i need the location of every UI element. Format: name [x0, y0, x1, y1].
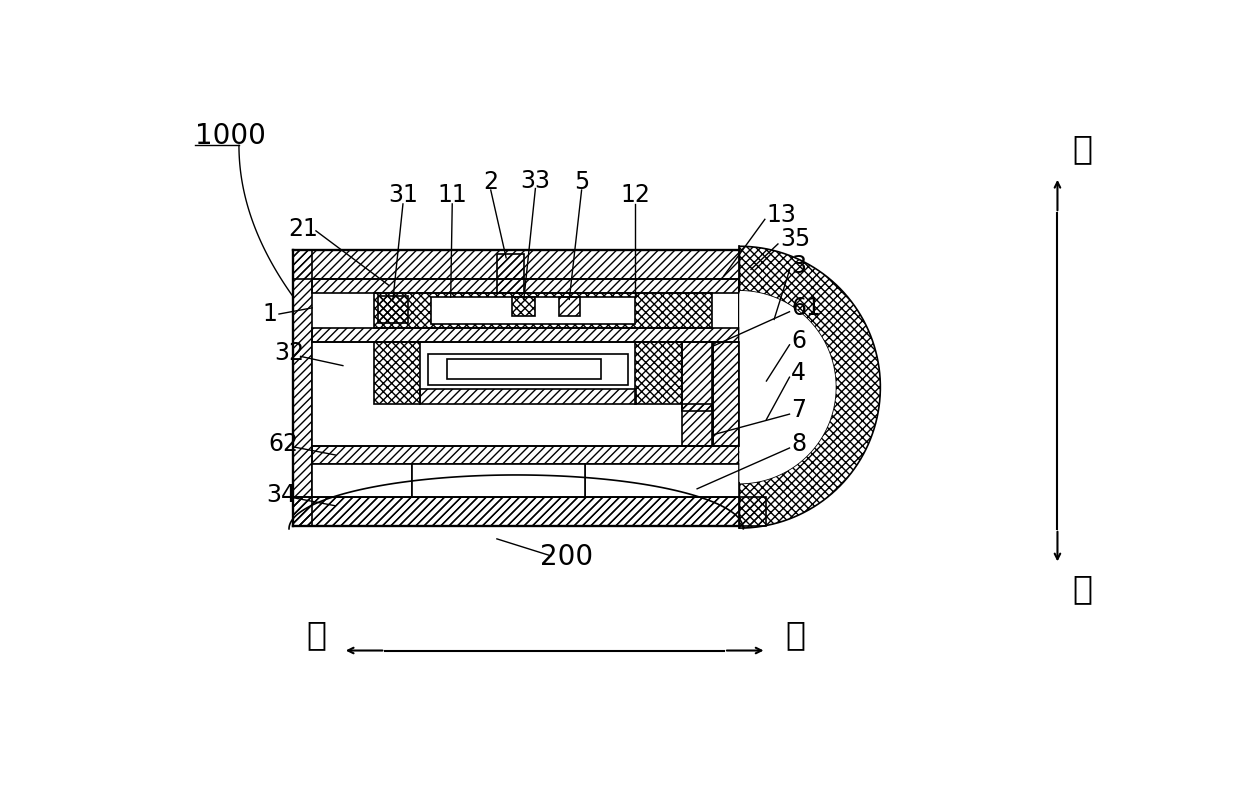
- Bar: [293, 497, 739, 525]
- Bar: [312, 465, 412, 497]
- Bar: [497, 254, 523, 293]
- Text: 61: 61: [791, 296, 821, 320]
- Bar: [635, 342, 682, 405]
- Bar: [446, 360, 601, 379]
- Text: 1: 1: [263, 302, 278, 326]
- Text: 4: 4: [791, 361, 806, 385]
- Bar: [293, 250, 739, 280]
- Bar: [312, 342, 713, 446]
- Text: 35: 35: [780, 227, 811, 252]
- Text: 31: 31: [388, 183, 418, 207]
- Text: 2: 2: [484, 171, 498, 195]
- Polygon shape: [739, 292, 835, 482]
- Bar: [312, 280, 739, 293]
- Text: 200: 200: [539, 542, 593, 570]
- Bar: [558, 297, 580, 316]
- Text: 左: 左: [306, 618, 326, 652]
- Text: 5: 5: [574, 171, 589, 195]
- Polygon shape: [739, 291, 836, 484]
- Text: 21: 21: [288, 216, 317, 240]
- Text: 11: 11: [438, 183, 467, 207]
- Bar: [420, 388, 635, 405]
- Text: 8: 8: [791, 433, 806, 456]
- Text: 右: 右: [786, 618, 806, 652]
- Bar: [373, 293, 713, 328]
- Bar: [412, 465, 585, 497]
- Text: 3: 3: [791, 254, 806, 277]
- Text: 62: 62: [269, 433, 299, 456]
- Text: 13: 13: [766, 203, 796, 227]
- Text: 6: 6: [791, 329, 806, 353]
- Bar: [585, 465, 739, 497]
- Bar: [682, 405, 713, 446]
- Text: 上: 上: [1073, 132, 1092, 165]
- Bar: [377, 296, 408, 323]
- Text: 32: 32: [274, 340, 304, 364]
- Text: 12: 12: [620, 183, 651, 207]
- Text: 34: 34: [267, 483, 296, 507]
- Bar: [512, 297, 536, 316]
- Text: 1000: 1000: [195, 123, 265, 150]
- Bar: [432, 297, 635, 324]
- Text: 7: 7: [791, 398, 806, 422]
- Bar: [293, 250, 312, 525]
- Bar: [312, 446, 766, 465]
- Bar: [713, 342, 739, 446]
- Bar: [373, 342, 420, 405]
- Text: 下: 下: [1073, 573, 1092, 606]
- Bar: [682, 342, 713, 411]
- Text: 33: 33: [521, 169, 551, 193]
- Bar: [293, 497, 766, 525]
- Bar: [428, 354, 627, 384]
- Bar: [312, 328, 739, 342]
